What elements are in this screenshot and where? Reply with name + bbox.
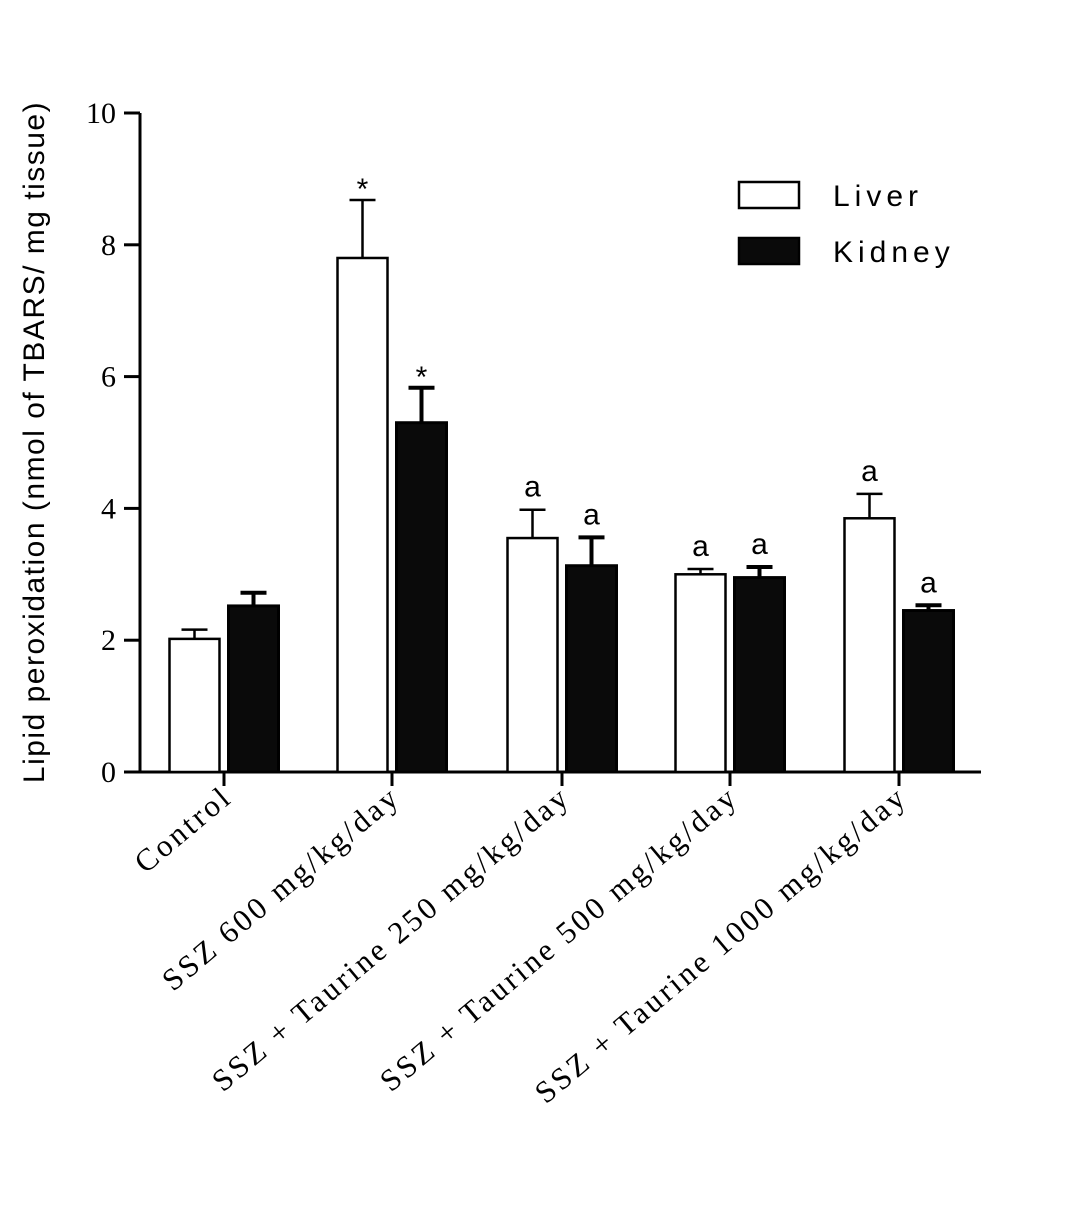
legend: Liver Kidney [737, 180, 955, 269]
bars [168, 256, 955, 774]
liver-bar [506, 536, 559, 774]
x-category-label: SSZ + Taurine 500 mg/kg/day [373, 779, 745, 1099]
y-axis-label: Lipid peroxidation (nmol of TBARS/ mg ti… [18, 101, 51, 783]
y-tick-label: 8 [101, 229, 116, 262]
y-tick-labels: 0 2 4 6 8 10 [86, 97, 116, 789]
y-tick-label: 6 [101, 361, 116, 394]
y-tick-label: 4 [101, 492, 116, 525]
significance-annotation: a [583, 498, 600, 531]
significance-annotation: a [751, 528, 768, 561]
x-category-label: Control [127, 779, 238, 880]
x-category-label: SSZ + Taurine 1000 mg/kg/day [528, 779, 914, 1111]
legend-label-liver: Liver [833, 180, 923, 213]
kidney-bar [565, 564, 618, 774]
x-category-label: SSZ + Taurine 250 mg/kg/day [205, 779, 577, 1099]
significance-annotation: * [357, 173, 369, 206]
significance-annotation: a [692, 530, 709, 563]
kidney-bar [733, 576, 786, 774]
kidney-bar [227, 604, 280, 774]
legend-label-kidney: Kidney [833, 236, 955, 269]
legend-swatch-liver [737, 180, 801, 210]
y-tick-label: 10 [86, 97, 116, 130]
liver-bar [336, 256, 389, 774]
annotations: * a a a * a a a [357, 173, 938, 599]
y-tick-label: 0 [101, 756, 116, 789]
kidney-bar [902, 609, 955, 774]
liver-bar [674, 573, 727, 774]
legend-swatch-kidney [737, 236, 801, 266]
significance-annotation: * [416, 361, 428, 394]
y-tick-label: 2 [101, 624, 116, 657]
significance-annotation: a [920, 566, 937, 599]
significance-annotation: a [524, 471, 541, 504]
liver-bar [168, 637, 221, 774]
error-bars [181, 198, 942, 639]
liver-bar [843, 517, 896, 774]
kidney-bar [395, 421, 448, 774]
significance-annotation: a [861, 455, 878, 488]
